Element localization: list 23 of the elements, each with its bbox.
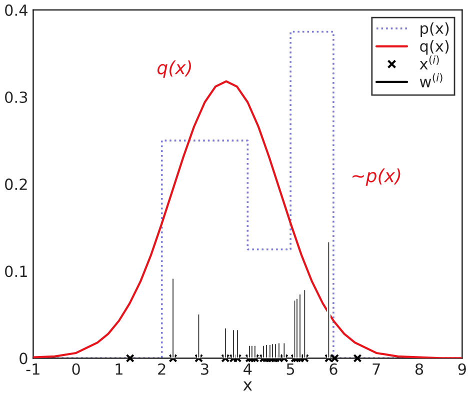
- annotation: ~p(x): [352, 168, 400, 186]
- legend-label: p(x): [420, 22, 449, 37]
- legend-label: x$^{(i)}$: [420, 55, 439, 70]
- x-tick-label: 3: [201, 363, 208, 375]
- x-tick-label: 6: [330, 363, 338, 375]
- y-tick-label: 0.3: [5, 91, 28, 104]
- y-tick-label: 0: [20, 352, 28, 364]
- legend-label: w$^{(i)}$: [420, 73, 442, 88]
- annotation: q(x): [157, 60, 192, 78]
- x-tick-label: 1: [116, 364, 122, 375]
- x-tick-label: 9: [458, 363, 466, 375]
- x-tick-label: 8: [415, 363, 424, 375]
- x-tick-label: 4: [244, 364, 252, 375]
- x-axis-title: x: [243, 381, 252, 391]
- x-tick-label: 5: [286, 364, 294, 375]
- y-tick-label: 0.2: [5, 178, 27, 190]
- x-tick-label: 0: [72, 363, 80, 375]
- x-tick-label: 2: [158, 363, 166, 375]
- y-tick-label: 0.1: [5, 266, 27, 278]
- y-tick-label: 0.4: [5, 4, 28, 16]
- x-tick-label: 7: [372, 364, 380, 375]
- legend-label: q(x): [420, 40, 449, 55]
- x-tick-label: -1: [26, 364, 40, 375]
